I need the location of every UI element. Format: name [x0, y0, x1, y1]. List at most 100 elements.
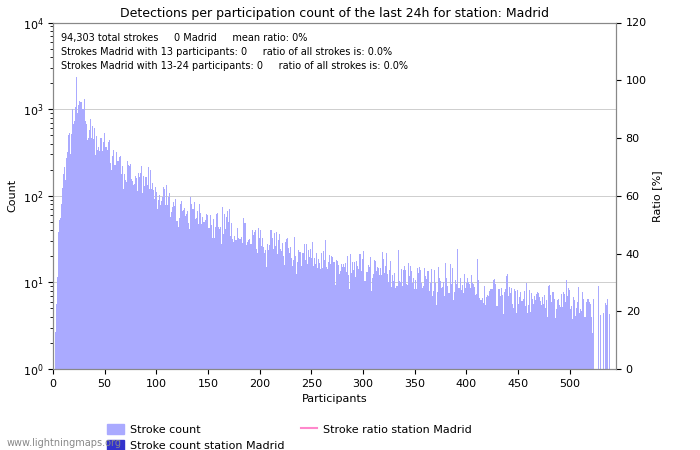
Bar [514, 289, 515, 450]
Bar [79, 101, 81, 450]
Bar [296, 274, 297, 450]
Bar [537, 292, 538, 450]
Bar [158, 200, 159, 450]
Bar [104, 134, 105, 450]
Bar [237, 229, 239, 450]
Bar [87, 140, 88, 450]
Bar [496, 306, 497, 450]
Bar [266, 267, 267, 450]
Bar [443, 282, 444, 450]
Bar [415, 280, 416, 450]
Bar [287, 238, 288, 450]
Bar [558, 299, 559, 450]
Bar [66, 158, 67, 450]
Bar [298, 250, 300, 450]
Bar [495, 284, 496, 450]
Bar [550, 295, 552, 450]
Bar [162, 198, 163, 450]
Bar [360, 254, 361, 450]
Bar [256, 249, 257, 450]
Bar [75, 107, 76, 450]
Bar [223, 234, 224, 450]
Bar [471, 274, 472, 450]
Bar [226, 217, 227, 450]
Bar [270, 230, 272, 450]
Bar [405, 270, 406, 450]
Bar [318, 260, 319, 450]
Bar [411, 271, 412, 450]
Bar [476, 294, 477, 450]
Bar [204, 222, 205, 450]
Bar [156, 192, 157, 450]
Bar [517, 290, 519, 450]
Bar [253, 235, 254, 450]
Bar [128, 165, 129, 450]
Bar [293, 260, 294, 450]
Bar [383, 259, 384, 450]
Bar [607, 299, 608, 450]
Bar [80, 102, 81, 450]
Bar [598, 286, 599, 450]
Bar [562, 307, 563, 450]
Bar [513, 309, 514, 450]
Bar [106, 147, 107, 450]
Bar [323, 251, 324, 450]
Bar [483, 303, 484, 450]
Bar [567, 297, 568, 450]
Bar [81, 102, 83, 450]
Bar [494, 279, 495, 450]
Bar [280, 249, 281, 450]
Bar [311, 258, 312, 450]
Bar [393, 281, 394, 450]
Bar [506, 276, 507, 450]
Bar [568, 288, 569, 450]
Bar [198, 224, 200, 450]
Bar [573, 297, 574, 450]
Bar [317, 268, 318, 450]
Bar [129, 166, 130, 450]
Bar [530, 311, 531, 450]
Bar [387, 274, 388, 450]
Bar [243, 218, 244, 450]
Bar [507, 274, 508, 450]
Bar [473, 284, 474, 450]
Bar [251, 244, 252, 450]
Bar [228, 222, 229, 450]
Bar [556, 300, 558, 450]
Bar [183, 208, 185, 450]
Bar [124, 174, 125, 450]
Bar [585, 302, 587, 450]
Bar [340, 271, 341, 450]
Bar [447, 286, 448, 450]
Bar [380, 268, 381, 450]
Bar [259, 238, 260, 450]
Bar [511, 288, 512, 450]
Bar [335, 260, 337, 450]
Bar [499, 289, 500, 450]
Bar [353, 270, 354, 450]
Bar [606, 305, 607, 450]
Bar [361, 271, 363, 450]
Bar [111, 170, 113, 450]
Bar [261, 246, 262, 450]
Bar [377, 267, 378, 450]
Bar [231, 223, 232, 450]
Bar [89, 130, 90, 450]
Bar [461, 285, 463, 450]
Bar [229, 208, 230, 450]
Bar [316, 252, 317, 450]
Bar [503, 314, 504, 450]
Bar [445, 263, 446, 450]
Bar [288, 248, 289, 450]
Bar [74, 121, 75, 450]
Bar [421, 284, 422, 450]
Bar [98, 147, 99, 450]
Bar [308, 250, 309, 450]
Bar [428, 291, 430, 450]
Bar [140, 173, 141, 450]
Bar [554, 318, 556, 450]
Bar [378, 268, 379, 450]
Bar [185, 216, 186, 450]
Bar [60, 218, 61, 450]
X-axis label: Participants: Participants [302, 394, 368, 404]
